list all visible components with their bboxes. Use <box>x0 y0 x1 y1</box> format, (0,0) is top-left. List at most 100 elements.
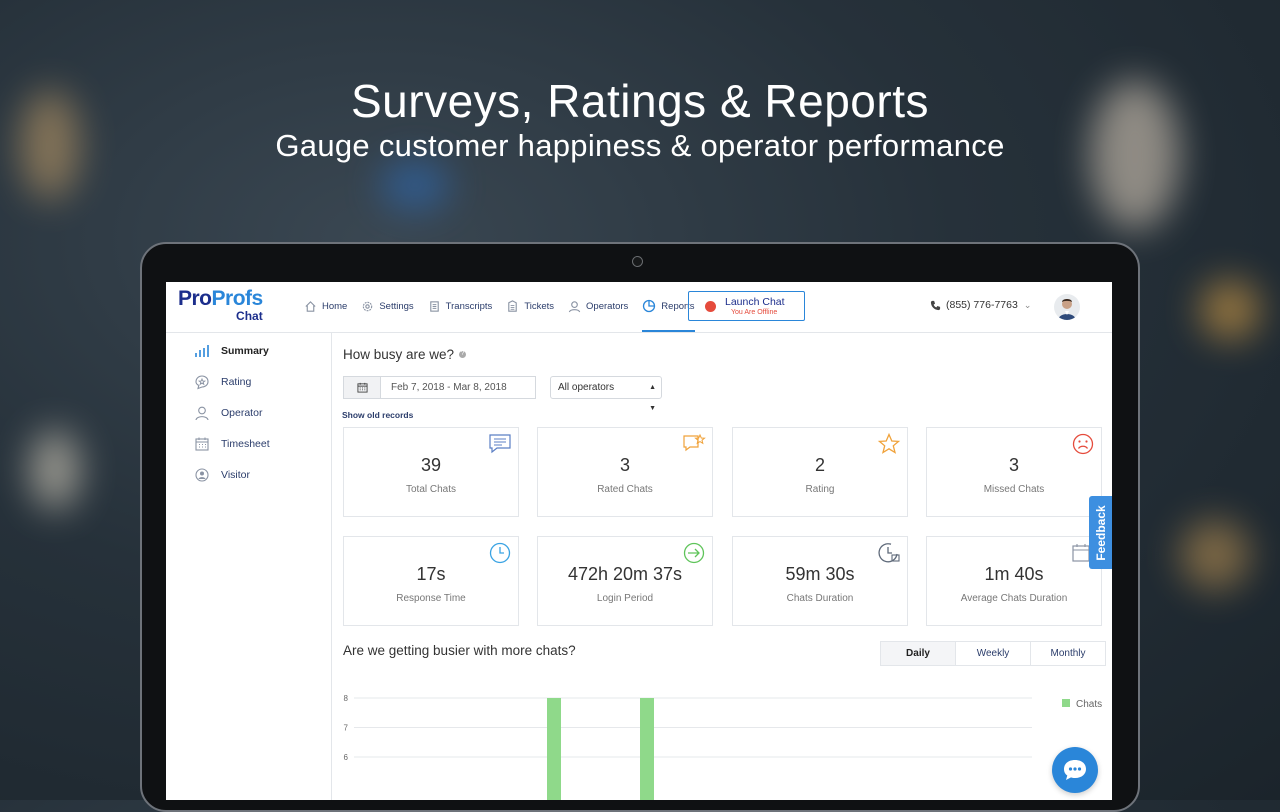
document-icon <box>429 300 439 312</box>
nav-label: Home <box>322 300 348 312</box>
sidebar: Summary Rating Operator Timesheet Visito… <box>166 333 332 800</box>
nav-home[interactable]: Home <box>304 296 347 316</box>
star-icon <box>877 433 901 454</box>
login-arrow-icon <box>683 542 705 564</box>
background-bokeh <box>380 160 450 210</box>
chart-bar <box>640 698 654 800</box>
nav-transcripts[interactable]: Transcripts <box>428 296 492 316</box>
phone-dropdown[interactable]: (855) 776-7763 ⌄ <box>930 299 1031 311</box>
chat-bubble-icon <box>1064 760 1086 780</box>
stat-card-missed-chats: 3 Missed Chats <box>926 427 1102 517</box>
chat-lines-icon <box>489 434 511 454</box>
y-tick-label: 7 <box>344 724 349 733</box>
stat-label: Response Time <box>396 593 466 604</box>
background-bokeh <box>1200 280 1260 340</box>
stat-value: 59m 30s <box>785 564 855 584</box>
stat-value: 1m 40s <box>984 564 1044 584</box>
nav-settings[interactable]: Settings <box>361 296 414 316</box>
phone-number: (855) 776-7763 <box>946 299 1018 311</box>
stat-label: Average Chats Duration <box>960 593 1068 604</box>
stat-label: Total Chats <box>405 484 457 495</box>
sidebar-item-label: Operator <box>221 407 263 419</box>
sidebar-item-label: Rating <box>221 376 252 388</box>
ticket-icon <box>508 299 518 312</box>
hero-title: Surveys, Ratings & Reports <box>350 75 929 127</box>
sidebar-item-operator[interactable]: Operator <box>194 405 262 421</box>
y-tick-label: 6 <box>344 753 349 762</box>
sidebar-item-summary[interactable]: Summary <box>194 343 269 359</box>
date-range-picker[interactable]: Feb 7, 2018 - Mar 8, 2018 <box>343 376 536 399</box>
background-bokeh <box>30 430 80 510</box>
logo-part-1: Pro <box>178 287 212 310</box>
stat-value: 17s <box>416 564 446 584</box>
launch-chat-button[interactable]: Launch Chat You Are Offline <box>688 291 805 321</box>
proprofs-logo[interactable]: ProProfs Chat <box>178 287 264 323</box>
pie-chart-icon <box>643 299 656 313</box>
stat-card-chats-duration: 59m 30s Chats Duration <box>732 536 908 626</box>
rating-icon <box>195 375 209 390</box>
stat-label: Chats Duration <box>786 593 854 604</box>
main-nav: Home Settings Transcripts Tickets Operat… <box>304 296 709 332</box>
sidebar-item-label: Summary <box>221 345 269 357</box>
stat-card-login-period: 472h 20m 37s Login Period <box>537 536 713 626</box>
stat-card-rated-chats: 3 Rated Chats <box>537 427 713 517</box>
select-arrows-icon: ▲ ▼ <box>649 384 656 412</box>
clock-icon <box>489 542 511 564</box>
period-toggle: Daily Weekly Monthly <box>880 641 1106 666</box>
period-daily-button[interactable]: Daily <box>881 642 955 665</box>
logo-part-2: Profs <box>211 287 264 310</box>
stat-value: 3 <box>619 455 630 475</box>
stat-card-rating: 2 Rating <box>732 427 908 517</box>
stat-label: Rating <box>805 484 835 495</box>
stat-value: 472h 20m 37s <box>567 564 683 584</box>
background-bokeh <box>1090 80 1180 230</box>
nav-reports[interactable]: Reports <box>642 296 695 332</box>
stat-value: 3 <box>1008 455 1019 475</box>
duration-clock-icon <box>878 543 900 563</box>
app-screen: ProProfs Chat Home Settings Transcripts … <box>166 282 1112 800</box>
avatar[interactable] <box>1054 294 1080 320</box>
legend-label: Chats <box>1076 699 1102 710</box>
period-monthly-button[interactable]: Monthly <box>1030 642 1105 665</box>
legend-swatch <box>1062 699 1070 707</box>
chart-title: Are we getting busier with more chats? <box>343 643 576 658</box>
nav-label: Tickets <box>524 300 555 312</box>
nav-label: Reports <box>661 300 695 312</box>
logo-product: Chat <box>236 309 263 323</box>
nav-tickets[interactable]: Tickets <box>506 296 554 316</box>
date-range-value: Feb 7, 2018 - Mar 8, 2018 <box>391 382 507 393</box>
nav-label: Settings <box>379 300 414 312</box>
main-content: How busy are we? ? Feb 7, 2018 - Mar 8, … <box>332 333 1112 800</box>
chats-bar-chart: 8 7 6 Chats <box>344 694 1102 800</box>
stat-card-response-time: 17s Response Time <box>343 536 519 626</box>
sidebar-item-rating[interactable]: Rating <box>194 374 251 390</box>
offline-status-dot <box>705 301 716 312</box>
stat-value: 39 <box>420 455 442 475</box>
camera-icon <box>632 256 643 267</box>
hero-subtitle: Gauge customer happiness & operator perf… <box>275 128 1005 163</box>
chat-launcher-button[interactable] <box>1052 747 1098 793</box>
bar-chart-icon <box>195 345 209 357</box>
background-bokeh <box>1180 520 1250 590</box>
stat-label: Rated Chats <box>597 484 653 495</box>
help-icon[interactable]: ? <box>459 351 467 358</box>
feedback-tab[interactable]: Feedback <box>1089 496 1112 569</box>
feedback-label: Feedback <box>1094 504 1108 561</box>
sidebar-item-timesheet[interactable]: Timesheet <box>194 436 270 452</box>
show-old-records-link[interactable]: Show old records <box>342 410 414 420</box>
calendar-icon <box>195 437 209 451</box>
calendar-icon <box>344 377 381 398</box>
operator-select[interactable]: All operators ▲ ▼ <box>550 376 662 412</box>
rated-chat-icon <box>683 433 706 452</box>
stat-label: Missed Chats <box>983 484 1045 495</box>
y-tick-label: 8 <box>344 694 349 703</box>
period-weekly-button[interactable]: Weekly <box>955 642 1030 665</box>
sidebar-item-visitor[interactable]: Visitor <box>194 467 250 483</box>
page-title-text: How busy are we? <box>343 347 455 362</box>
stat-card-total-chats: 39 Total Chats <box>343 427 519 517</box>
chart-bar <box>547 698 561 800</box>
background-bokeh <box>20 90 80 200</box>
page-title: How busy are we? ? <box>343 347 467 362</box>
stat-card-average-chats-duration: 1m 40s Average Chats Duration <box>926 536 1102 626</box>
nav-operators[interactable]: Operators <box>568 296 628 316</box>
